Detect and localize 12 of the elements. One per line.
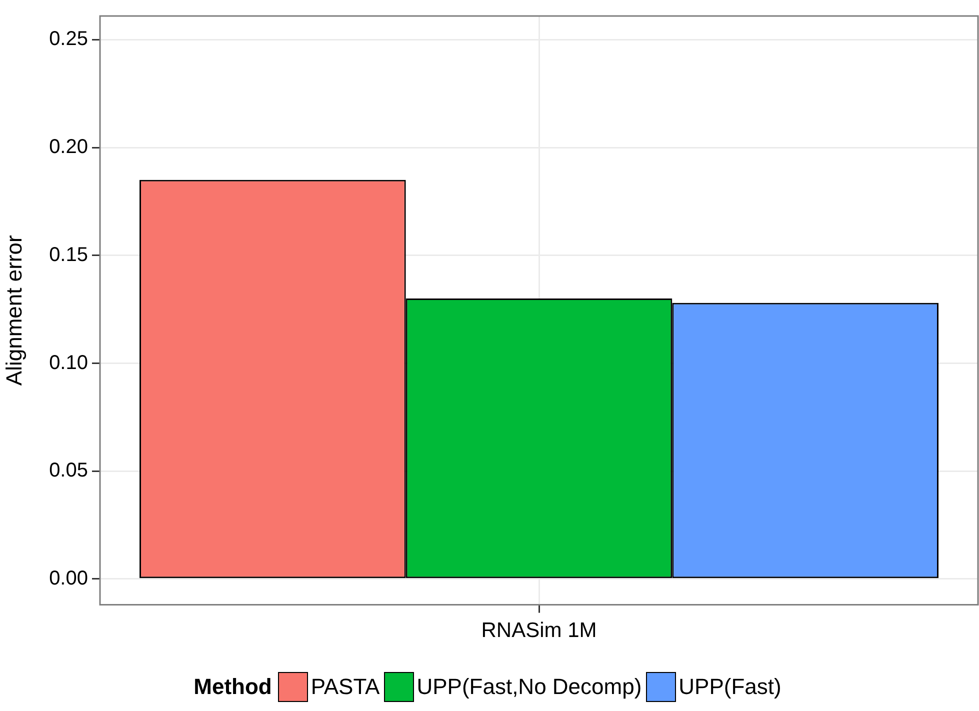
legend-title: Method [194,674,272,700]
legend-label: UPP(Fast,No Decomp) [416,674,642,700]
legend-label: PASTA [310,674,380,700]
legend-label: UPP(Fast) [678,674,782,700]
y-tick-label: 0.00 [49,567,88,590]
y-tick-label: 0.20 [49,136,88,158]
y-tick-label: 0.05 [49,460,88,482]
y-tick-label: 0.10 [49,352,88,374]
y-tick-label: 0.25 [49,28,88,50]
x-tick-label: RNASim 1M [481,619,597,642]
y-axis-title: Alignment error [1,235,26,386]
y-tick-label: 0.15 [49,244,88,266]
